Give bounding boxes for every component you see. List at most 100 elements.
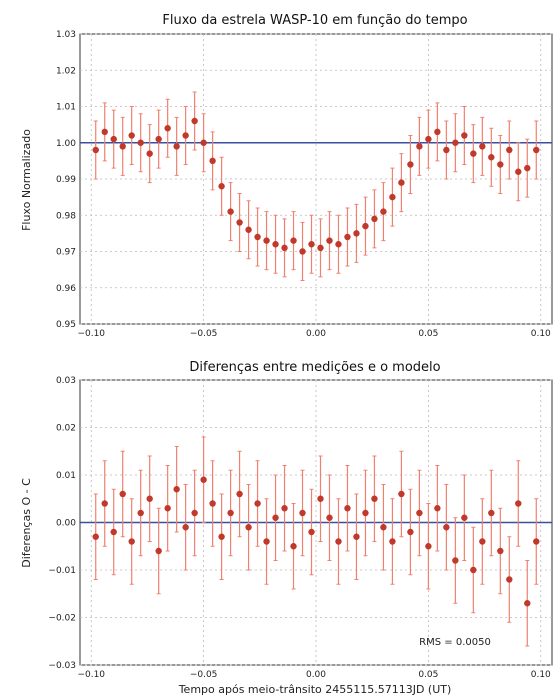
data-point — [101, 500, 108, 507]
data-point — [416, 509, 423, 517]
y-tick-label: 1.03 — [56, 30, 76, 40]
data-point — [110, 528, 117, 536]
data-point — [524, 164, 531, 172]
data-point — [299, 509, 306, 517]
data-point — [434, 505, 441, 512]
residuals-y-axis-label: Diferenças O - C — [20, 478, 33, 568]
data-point — [137, 509, 144, 517]
data-point — [146, 150, 153, 157]
data-point — [245, 226, 252, 233]
data-point — [479, 538, 486, 545]
data-point — [128, 538, 135, 545]
residuals-y-ticks: −0.03 −0.02 −0.01 0.00 0.01 0.02 0.03 — [48, 376, 76, 671]
x-axis-label: Tempo após meio-trânsito 2455115.57113JD… — [178, 683, 452, 696]
data-point — [263, 538, 270, 545]
data-point — [173, 143, 180, 150]
data-point — [128, 132, 135, 139]
data-point — [146, 495, 153, 502]
x-tick-label: 0.10 — [531, 670, 551, 680]
y-tick-label: −0.02 — [48, 614, 76, 624]
x-tick-label: 0.00 — [306, 329, 326, 339]
y-tick-label: 0.00 — [56, 519, 76, 529]
flux-y-ticks: 0.95 0.96 0.97 0.98 0.99 1.00 1.01 1.02 1.03 — [56, 30, 76, 330]
data-point — [137, 139, 144, 146]
data-point — [317, 495, 324, 502]
data-point — [335, 538, 342, 545]
data-point — [506, 576, 513, 583]
x-tick-label: 0.00 — [306, 670, 326, 680]
data-point — [488, 154, 495, 161]
data-point — [362, 222, 369, 230]
data-point — [497, 547, 504, 555]
data-point — [371, 495, 378, 502]
data-point — [227, 208, 234, 215]
data-point — [398, 179, 405, 186]
flux-chart-title: Fluxo da estrela WASP-10 em função do te… — [162, 13, 467, 28]
data-point — [326, 237, 333, 244]
data-point — [182, 132, 189, 139]
data-point — [308, 528, 315, 536]
data-point — [371, 215, 378, 223]
data-point — [290, 543, 297, 550]
x-tick-label: 0.05 — [418, 670, 438, 680]
data-point — [344, 233, 351, 241]
y-tick-label: 1.02 — [56, 66, 76, 76]
data-point — [281, 505, 288, 512]
data-point — [263, 237, 270, 244]
data-point — [254, 500, 261, 507]
y-tick-label: 0.03 — [56, 376, 76, 386]
data-point — [236, 490, 243, 498]
y-tick-label: 0.02 — [56, 424, 76, 434]
data-point — [272, 241, 279, 248]
data-point — [326, 514, 333, 521]
data-point — [497, 161, 504, 168]
data-point — [353, 230, 360, 237]
data-point — [200, 139, 207, 146]
data-point — [515, 500, 522, 507]
data-point — [533, 146, 540, 154]
data-point — [155, 135, 162, 143]
data-point — [407, 161, 414, 168]
data-point — [470, 566, 477, 574]
data-point — [209, 157, 216, 165]
data-point — [317, 244, 324, 252]
flux-grid — [80, 33, 552, 325]
x-tick-label: −0.05 — [190, 329, 218, 339]
data-point — [452, 557, 459, 564]
data-point — [515, 168, 522, 175]
data-point — [488, 509, 495, 517]
data-point — [92, 533, 99, 540]
x-tick-label: −0.10 — [77, 329, 105, 339]
rms-annotation: RMS = 0.0050 — [419, 637, 491, 648]
data-point — [335, 241, 342, 248]
data-point — [227, 509, 234, 517]
data-point — [506, 146, 513, 154]
data-point — [443, 146, 450, 154]
data-point — [425, 135, 432, 143]
data-point — [380, 208, 387, 215]
data-point — [200, 476, 207, 483]
flux-x-ticks: −0.10 −0.05 0.00 0.05 0.10 — [77, 329, 551, 339]
data-point — [92, 146, 99, 154]
data-point — [182, 524, 189, 531]
data-point — [218, 533, 225, 540]
data-point — [344, 505, 351, 512]
data-point — [236, 219, 243, 226]
y-tick-label: 0.96 — [56, 284, 76, 294]
y-tick-label: 0.99 — [56, 175, 76, 185]
x-tick-label: 0.05 — [418, 329, 438, 339]
residuals-chart-title: Diferenças entre medições e o modelo — [189, 360, 440, 375]
data-point — [119, 143, 126, 150]
flux-panel: Fluxo da estrela WASP-10 em função do te… — [20, 13, 553, 339]
data-point — [209, 500, 216, 507]
y-tick-label: 0.95 — [56, 320, 76, 330]
data-point — [533, 538, 540, 545]
data-point — [173, 486, 180, 493]
flux-y-axis-label: Fluxo Normalizado — [20, 129, 33, 231]
data-point — [290, 237, 297, 244]
x-tick-label: 0.10 — [531, 329, 551, 339]
data-point — [155, 547, 162, 555]
x-tick-label: −0.05 — [190, 670, 218, 680]
data-point — [443, 524, 450, 531]
